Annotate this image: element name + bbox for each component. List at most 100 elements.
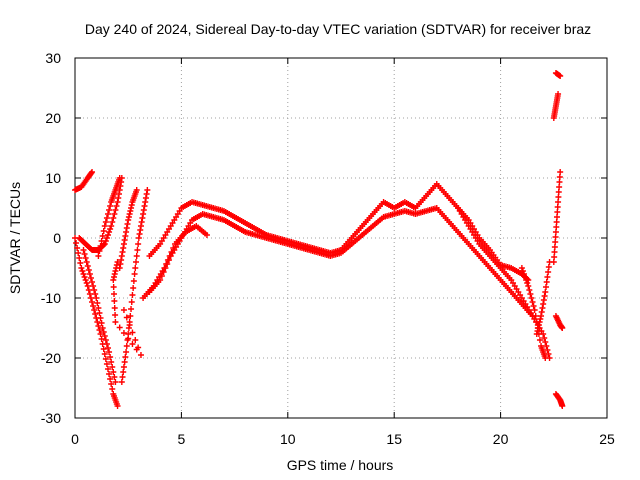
data-point (103, 235, 110, 241)
data-point (168, 249, 175, 255)
data-point (541, 293, 548, 299)
data-point (120, 307, 127, 313)
series-tail-21-22 (518, 265, 549, 361)
data-point (123, 229, 130, 235)
data-point (523, 277, 530, 283)
data-point (124, 221, 131, 227)
data-point (98, 238, 105, 244)
data-point (123, 349, 130, 355)
data-point (109, 364, 116, 370)
grid (75, 58, 607, 418)
data-point (104, 232, 111, 238)
data-point (123, 225, 130, 231)
data-point (81, 251, 88, 257)
data-point (170, 245, 177, 251)
x-tick-label: 10 (280, 431, 296, 447)
data-point (122, 233, 129, 239)
data-point (75, 250, 82, 256)
data-point (82, 255, 89, 261)
data-point (111, 271, 118, 277)
data-point (125, 217, 132, 223)
data-point (164, 257, 171, 263)
series-rising-arc (95, 175, 123, 259)
data-point (93, 295, 100, 301)
data-point (96, 310, 103, 316)
data-point (540, 301, 547, 307)
data-point (140, 207, 147, 213)
y-tick-label: -10 (41, 290, 61, 306)
data-point (101, 241, 108, 247)
data-point (111, 291, 118, 297)
data-point (131, 271, 138, 277)
data-point (120, 369, 127, 375)
data-point (89, 299, 96, 305)
data-point (163, 261, 170, 267)
data-point (100, 329, 107, 335)
data-point (543, 343, 550, 349)
data-point (139, 215, 146, 221)
series-end-rise (550, 169, 564, 265)
data-point (132, 265, 139, 271)
data-point (110, 369, 117, 375)
data-point (541, 335, 548, 341)
series-end-top (552, 70, 564, 79)
data-point (98, 320, 105, 326)
series-falling-arc-b (80, 247, 119, 385)
data-point (528, 295, 535, 301)
data-point (118, 257, 125, 263)
data-point (92, 311, 99, 317)
data-point (125, 214, 132, 220)
y-tick-label: -30 (41, 410, 61, 426)
data-point (527, 291, 534, 297)
data-point (114, 259, 121, 265)
data-point (128, 306, 135, 312)
data-point (140, 211, 147, 217)
data-point (82, 277, 89, 283)
series-spike-left-b (116, 187, 140, 271)
data-point (538, 309, 545, 315)
data-point (530, 303, 537, 309)
data-point (97, 315, 104, 321)
data-point (102, 219, 109, 225)
data-point (123, 314, 130, 321)
data-point (118, 379, 125, 385)
data-point (79, 268, 86, 274)
data-point (97, 243, 104, 249)
data-point (557, 73, 564, 79)
data-point (128, 205, 135, 211)
data-point (203, 232, 210, 238)
data-point (524, 280, 531, 286)
data-point (111, 374, 118, 380)
data-point (557, 169, 564, 175)
data-point (537, 316, 544, 322)
data-point (110, 215, 117, 221)
data-point (110, 277, 117, 283)
data-point (89, 279, 96, 285)
data-point (103, 361, 110, 367)
data-point (95, 323, 102, 329)
data-point (90, 303, 97, 309)
data-point (121, 237, 128, 243)
data-point (101, 333, 108, 339)
data-point (115, 195, 122, 201)
data-point (543, 279, 550, 285)
data-point (113, 203, 120, 209)
y-tick-label: 20 (45, 110, 61, 126)
data-point (112, 207, 119, 213)
data-point (128, 299, 135, 305)
chart-title: Day 240 of 2024, Sidereal Day-to-day VTE… (85, 21, 591, 37)
data-point (166, 253, 173, 259)
data-point (110, 284, 117, 290)
series-dip-arc (76, 175, 125, 253)
data-point (126, 322, 133, 328)
y-tick-label: 30 (45, 50, 61, 66)
data-point (134, 247, 141, 253)
data-point (96, 248, 103, 254)
x-tick-label: 5 (178, 431, 186, 447)
data-point (141, 203, 148, 209)
series-short-lows (110, 259, 144, 358)
data-point (125, 325, 132, 331)
data-point (114, 199, 121, 205)
data-point (104, 366, 111, 372)
